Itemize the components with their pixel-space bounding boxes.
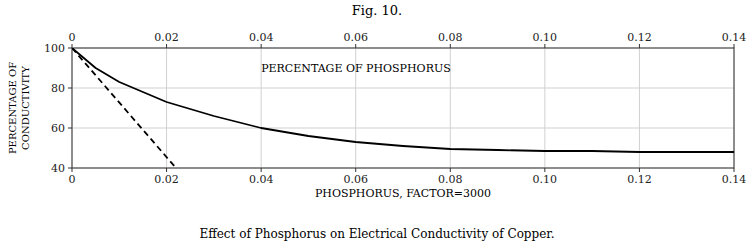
x-tick-label: 0 — [69, 173, 76, 186]
y-tick-label: 100 — [44, 42, 65, 55]
x-tick-label-top: 0 — [69, 31, 76, 44]
grid-line-x — [639, 48, 640, 168]
grid-line-x — [166, 48, 167, 168]
y-tick-label: 80 — [51, 82, 65, 95]
x-tick-top — [72, 44, 73, 48]
plot-area — [72, 48, 734, 168]
x-tick-label-top: 0.04 — [249, 31, 274, 44]
x-tick-top — [166, 44, 167, 48]
y-axis-label: CONDUCTIVITY — [20, 66, 31, 150]
x-tick-label: 0.08 — [438, 173, 463, 186]
x-tick — [450, 168, 451, 172]
grid-line-y — [72, 88, 734, 89]
grid-line-y — [72, 128, 734, 129]
x-tick-top — [544, 44, 545, 48]
x-tick-label-top: 0.10 — [533, 31, 558, 44]
axes: 0 0 0.02 0.02 0.04 0.04 0.06 0.06 0.08 0.08 0.10 0.… — [44, 31, 746, 186]
x-tick-label: 0.12 — [627, 173, 652, 186]
x-tick-top — [734, 44, 735, 48]
y-tick — [68, 48, 72, 49]
x-tick-label: 0.10 — [533, 173, 558, 186]
chart: Fig. 10. 0 0 0.02 0.02 0.04 0.04 0.06 0.06 0.08 0.… — [0, 0, 754, 244]
y-axis-label: PERCENTAGE OF — [7, 62, 18, 154]
grid — [72, 48, 734, 168]
x-tick — [261, 168, 262, 172]
annotation: PERCENTAGE OF PHOSPHORUS — [261, 62, 451, 75]
x-tick-label: 0.06 — [343, 173, 368, 186]
x-axis-label: PHOSPHORUS, FACTOR=3000 — [315, 187, 491, 200]
x-tick — [734, 168, 735, 172]
x-tick-label-top: 0.06 — [343, 31, 368, 44]
title: Fig. 10. — [352, 3, 402, 18]
plot-frame — [72, 48, 734, 168]
x-tick-label: 0.14 — [722, 173, 747, 186]
x-tick — [166, 168, 167, 172]
x-tick-label-top: 0.12 — [627, 31, 652, 44]
x-tick-top — [639, 44, 640, 48]
y-tick — [68, 88, 72, 89]
y-tick — [68, 128, 72, 129]
x-tick — [544, 168, 545, 172]
x-tick-label: 0.04 — [249, 173, 274, 186]
y-tick-label: 40 — [51, 162, 65, 175]
series-line — [72, 48, 176, 168]
x-tick-label-top: 0.14 — [722, 31, 747, 44]
caption: Effect of Phosphorus on Electrical Condu… — [199, 227, 554, 241]
grid-line-x — [544, 48, 545, 168]
x-tick-label-top: 0.02 — [154, 31, 179, 44]
x-tick-label-top: 0.08 — [438, 31, 463, 44]
x-tick-top — [355, 44, 356, 48]
x-tick-top — [261, 44, 262, 48]
series-line — [72, 48, 734, 152]
y-tick-label: 60 — [51, 122, 65, 135]
x-tick — [639, 168, 640, 172]
x-tick — [355, 168, 356, 172]
x-tick-label: 0.02 — [154, 173, 179, 186]
y-tick — [68, 168, 72, 169]
x-tick — [72, 168, 73, 172]
x-tick-top — [450, 44, 451, 48]
